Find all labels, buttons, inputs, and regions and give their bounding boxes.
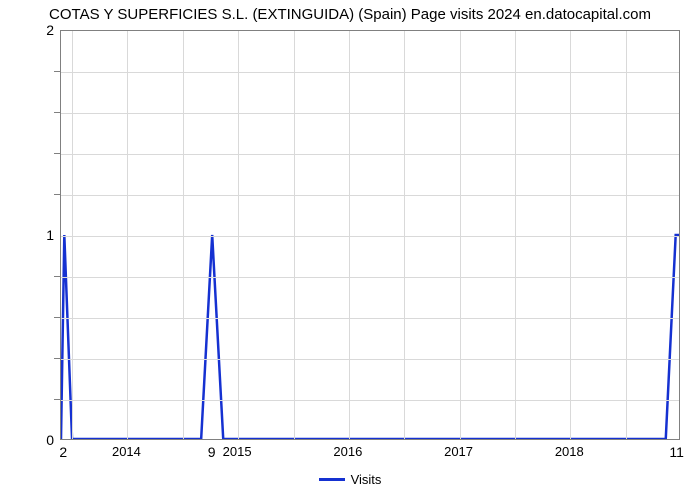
line-series: [61, 31, 679, 439]
ytick-minor: [54, 317, 60, 318]
ytick-minor: [54, 399, 60, 400]
gridline-h-minor: [61, 72, 679, 73]
gridline-v: [460, 31, 461, 439]
visits-line: [61, 235, 679, 439]
peak-label: 9: [208, 444, 216, 460]
legend: Visits: [0, 472, 700, 487]
ytick-minor: [54, 276, 60, 277]
gridline-h-minor: [61, 400, 679, 401]
legend-label: Visits: [351, 472, 382, 487]
gridline-v: [626, 31, 627, 439]
ytick-minor: [54, 153, 60, 154]
ytick-minor: [54, 194, 60, 195]
xtick-label: 2017: [444, 444, 473, 459]
gridline-v: [238, 31, 239, 439]
gridline-h-minor: [61, 154, 679, 155]
ytick-label: 1: [14, 227, 54, 243]
ytick-label: 2: [14, 22, 54, 38]
gridline-v: [183, 31, 184, 439]
peak-label: 11: [669, 444, 684, 460]
chart-container: COTAS Y SUPERFICIES S.L. (EXTINGUIDA) (S…: [0, 0, 700, 500]
gridline-v: [404, 31, 405, 439]
legend-swatch: [319, 478, 345, 481]
xtick-label: 2016: [333, 444, 362, 459]
gridline-h-minor: [61, 318, 679, 319]
gridline-v: [349, 31, 350, 439]
gridline-v: [127, 31, 128, 439]
ytick-minor: [54, 71, 60, 72]
xtick-label: 2018: [555, 444, 584, 459]
gridline-v: [72, 31, 73, 439]
gridline-h-minor: [61, 195, 679, 196]
plot-area: [60, 30, 680, 440]
xtick-label: 2014: [112, 444, 141, 459]
ytick-label: 0: [14, 432, 54, 448]
gridline-h-minor: [61, 359, 679, 360]
gridline-v: [570, 31, 571, 439]
gridline-v: [294, 31, 295, 439]
chart-title: COTAS Y SUPERFICIES S.L. (EXTINGUIDA) (S…: [0, 6, 700, 23]
ytick-minor: [54, 112, 60, 113]
xtick-label: 2015: [223, 444, 252, 459]
gridline-h: [61, 236, 679, 237]
ytick-minor: [54, 358, 60, 359]
gridline-h-minor: [61, 113, 679, 114]
peak-label: 2: [59, 444, 67, 460]
gridline-h-minor: [61, 277, 679, 278]
gridline-v: [515, 31, 516, 439]
